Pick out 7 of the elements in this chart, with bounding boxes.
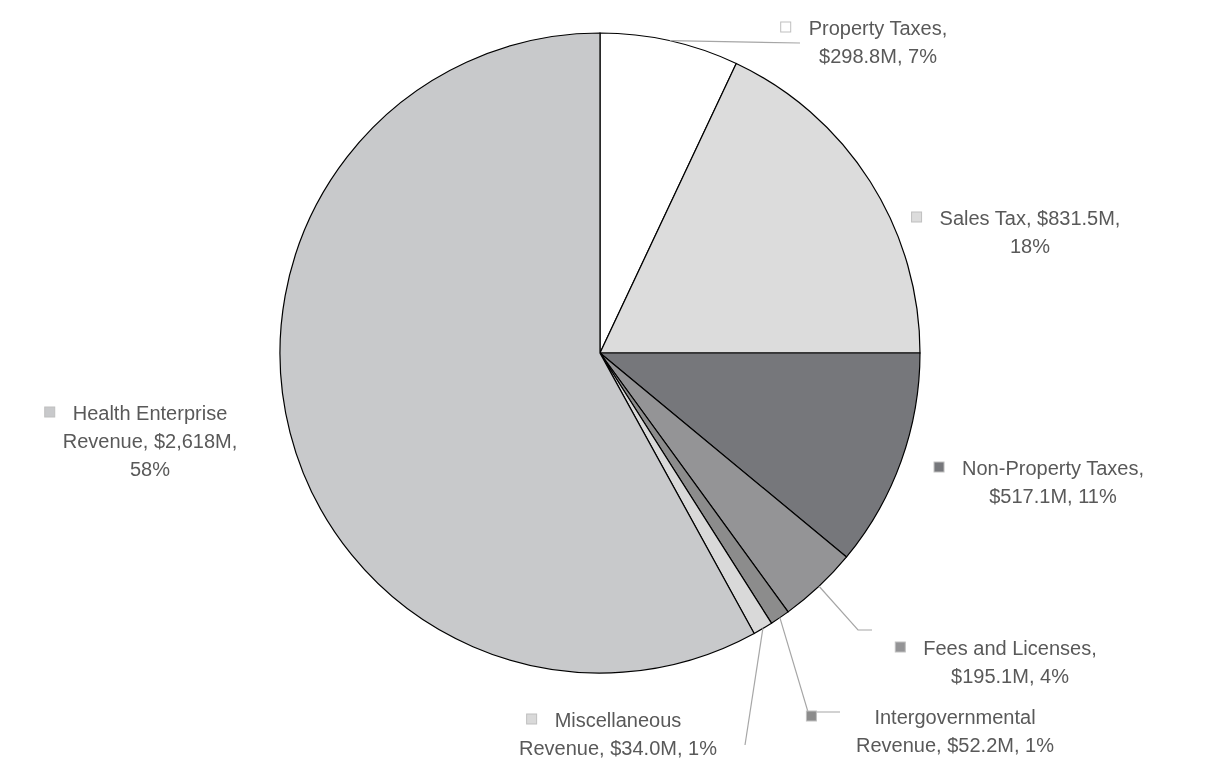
slice-label: Intergovernmental Revenue, $52.2M, 1% (856, 706, 1055, 756)
legend-label: Sales Tax, $831.5M, 18% (939, 207, 1121, 257)
slice-label: Property Taxes, $298.8M, 7% (808, 17, 948, 67)
legend-label: Health Enterprise Revenue, $2,618M, 58% (62, 402, 238, 480)
legend-label: Fees and Licenses, $195.1M, 4% (923, 637, 1097, 687)
legend-label: Non-Property Taxes, $517.1M, 11% (962, 457, 1144, 507)
legend-label: Miscellaneous Revenue, $34.0M, 1% (519, 709, 718, 759)
